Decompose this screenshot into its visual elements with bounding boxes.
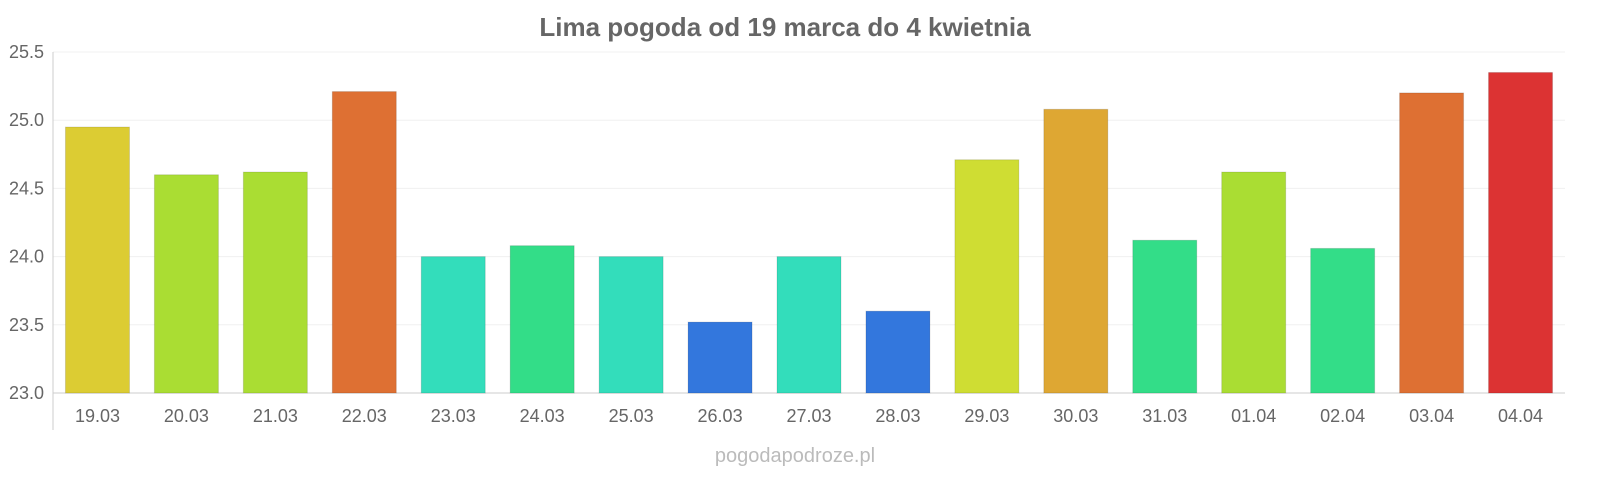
x-tick-label: 30.03 xyxy=(1053,406,1098,426)
bar-20.03[interactable] xyxy=(153,174,219,394)
x-tick-label: 22.03 xyxy=(342,406,387,426)
x-tick-label: 26.03 xyxy=(698,406,743,426)
x-tick-label: 29.03 xyxy=(964,406,1009,426)
y-tick-label: 24.0 xyxy=(9,247,44,267)
bar-25.03[interactable] xyxy=(598,256,664,394)
bar-03.04[interactable] xyxy=(1399,92,1465,394)
bar-04.04[interactable] xyxy=(1488,71,1554,394)
bar-26.03[interactable] xyxy=(687,321,753,394)
x-tick-label: 04.04 xyxy=(1498,406,1543,426)
y-tick-label: 23.0 xyxy=(9,383,44,403)
x-tick-label: 02.04 xyxy=(1320,406,1365,426)
x-tick-label: 21.03 xyxy=(253,406,298,426)
credit-text: pogodapodroze.pl xyxy=(715,445,875,467)
bar-29.03[interactable] xyxy=(954,159,1020,394)
bar-23.03[interactable] xyxy=(420,256,486,394)
y-tick-label: 23.5 xyxy=(9,315,44,335)
x-tick-label: 23.03 xyxy=(431,406,476,426)
bar-02.04[interactable] xyxy=(1310,247,1376,394)
bar-01.04[interactable] xyxy=(1221,171,1287,394)
x-tick-label: 28.03 xyxy=(875,406,920,426)
bar-21.03[interactable] xyxy=(242,171,308,394)
y-tick-label: 25.0 xyxy=(9,110,44,130)
bar-31.03[interactable] xyxy=(1132,239,1198,394)
chart-title: Lima pogoda od 19 marca do 4 kwietnia xyxy=(539,12,1031,42)
bar-22.03[interactable] xyxy=(331,91,397,394)
bar-30.03[interactable] xyxy=(1043,108,1109,394)
x-tick-label: 20.03 xyxy=(164,406,209,426)
x-tick-label: 27.03 xyxy=(786,406,831,426)
bar-27.03[interactable] xyxy=(776,256,842,394)
x-tick-label: 31.03 xyxy=(1142,406,1187,426)
bar-28.03[interactable] xyxy=(865,310,931,394)
x-tick-label: 01.04 xyxy=(1231,406,1276,426)
bar-19.03[interactable] xyxy=(64,126,130,394)
y-tick-label: 24.5 xyxy=(9,178,44,198)
x-tick-label: 19.03 xyxy=(75,406,120,426)
x-tick-label: 25.03 xyxy=(609,406,654,426)
x-tick-label: 24.03 xyxy=(520,406,565,426)
y-tick-label: 25.5 xyxy=(9,42,44,62)
x-tick-label: 03.04 xyxy=(1409,406,1454,426)
bar-24.03[interactable] xyxy=(509,245,575,394)
